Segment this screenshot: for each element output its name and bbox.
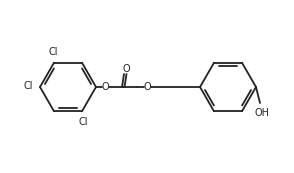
Text: O: O [143, 82, 151, 92]
Text: Cl: Cl [48, 47, 58, 57]
Text: O: O [122, 64, 130, 74]
Text: Cl: Cl [78, 117, 88, 127]
Text: O: O [101, 82, 109, 92]
Text: Cl: Cl [24, 81, 33, 91]
Text: OH: OH [255, 108, 270, 118]
